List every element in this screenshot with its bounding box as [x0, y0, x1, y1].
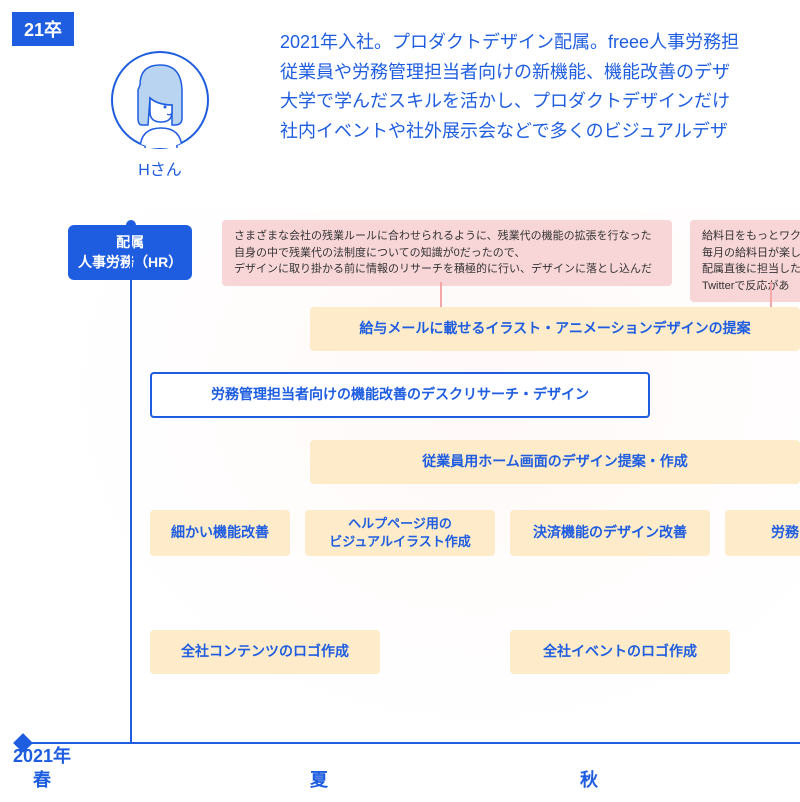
task-line: ビジュアルイラスト作成 — [329, 533, 470, 551]
task-bar: 全社イベントのロゴ作成 — [510, 630, 730, 674]
callout-line: 毎月の給料日が楽し — [702, 245, 800, 262]
task-bar-highlight: 労務管理担当者向けの機能改善のデスクリサーチ・デザイン — [150, 372, 650, 418]
timeline-horizontal — [20, 742, 800, 744]
profile-name: Hさん — [95, 156, 225, 180]
connector-line — [770, 282, 772, 307]
season-label: 秋 — [580, 766, 598, 792]
timeline-vertical — [130, 225, 132, 744]
description-text: 2021年入社。プロダクトデザイン配属。freee人事労務担 従業員や労務管理担… — [280, 28, 800, 147]
callout-line: さまざまな会社の残業ルールに合わせられるように、残業代の機能の拡張を行なった — [234, 228, 660, 245]
task-bar: 細かい機能改善 — [150, 510, 290, 556]
season-label-start: 2021年 春 — [2, 745, 82, 792]
callout-line: 配属直後に担当した — [702, 261, 800, 278]
desc-line: 従業員や労務管理担当者向けの新機能、機能改善のデザ — [280, 58, 800, 88]
year-badge: 21卒 — [12, 12, 74, 46]
callout-line: Twitterで反応があ — [702, 278, 800, 295]
callout-line: デザインに取り掛かる前に情報のリサーチを積極的に行い、デザインに落とし込んだ — [234, 261, 660, 278]
task-bar: 従業員用ホーム画面のデザイン提案・作成 — [310, 440, 800, 484]
callout-box: さまざまな会社の残業ルールに合わせられるように、残業代の機能の拡張を行なった 自… — [222, 220, 672, 286]
bg-gradient — [0, 210, 800, 802]
desc-line: 大学で学んだスキルを活かし、プロダクトデザインだけ — [280, 87, 800, 117]
desc-line: 社内イベントや社外展示会などで多くのビジュアルデザ — [280, 117, 800, 147]
task-bar: 全社コンテンツのロゴ作成 — [150, 630, 380, 674]
desc-line: 2021年入社。プロダクトデザイン配属。freee人事労務担 — [280, 28, 800, 58]
season-name: 春 — [2, 769, 82, 792]
avatar — [110, 50, 210, 150]
profile-block: Hさん — [95, 50, 225, 180]
timeline: 配属 人事労務（HR） さまざまな会社の残業ルールに合わせられるように、残業代の… — [0, 210, 800, 802]
task-bar: 決済機能のデザイン改善 — [510, 510, 710, 556]
task-line: ヘルプページ用の — [329, 515, 470, 533]
callout-line: 自身の中で残業代の法制度についての知識が0だったので、 — [234, 245, 660, 262]
task-bar: 労務 — [725, 510, 800, 556]
callout-box: 給料日をもっとワク 毎月の給料日が楽し 配属直後に担当した Twitterで反応… — [690, 220, 800, 302]
year-label: 2021年 — [2, 745, 82, 768]
task-bar: 給与メールに載せるイラスト・アニメーションデザインの提案 — [310, 307, 800, 351]
callout-line: 給料日をもっとワク — [702, 228, 800, 245]
task-bar: ヘルプページ用の ビジュアルイラスト作成 — [305, 510, 495, 556]
connector-line — [440, 282, 442, 307]
season-label: 夏 — [310, 766, 328, 792]
